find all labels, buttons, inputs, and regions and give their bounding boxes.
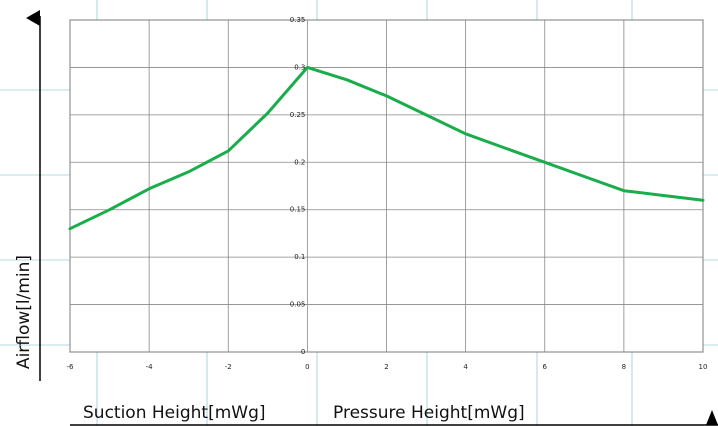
x-tick-label: -4 <box>146 363 154 371</box>
x-tick-label: 2 <box>384 363 388 371</box>
x-tick-label: 10 <box>699 363 708 371</box>
y-tick-label: 0.2 <box>294 158 305 166</box>
x-tick-label: 0 <box>305 363 309 371</box>
x-tick-label: -2 <box>225 363 232 371</box>
y-tick-label: 0.25 <box>290 111 306 119</box>
y-axis-arrow-icon <box>26 10 40 26</box>
airflow-series-line <box>68 65 705 231</box>
y-tick-label: 0.3 <box>294 63 305 71</box>
x-tick-label: -6 <box>67 363 75 371</box>
y-tick-label: 0.15 <box>290 206 306 214</box>
y-tick-labels: 0 0.05 0.1 0.15 0.2 0.25 0.3 0.35 <box>290 16 306 356</box>
x-tick-label: 8 <box>622 363 626 371</box>
y-axis-label: Airflow[l/min] <box>14 255 34 369</box>
x-tick-label: 4 <box>463 363 468 371</box>
x-tick-label: 6 <box>543 363 548 371</box>
x-tick-labels: -6 -4 -2 0 2 4 6 8 10 <box>67 363 708 371</box>
x-axis-arrow-icon <box>706 410 718 425</box>
y-tick-label: 0 <box>301 348 305 356</box>
x-axis-label-suction: Suction Height[mWg] <box>83 403 266 423</box>
x-axis-label-pressure: Pressure Height[mWg] <box>333 403 525 423</box>
y-tick-label: 0.05 <box>290 301 306 309</box>
plot-grid <box>69 19 704 353</box>
y-tick-label: 0.35 <box>290 16 306 24</box>
y-tick-label: 0.1 <box>294 253 305 261</box>
